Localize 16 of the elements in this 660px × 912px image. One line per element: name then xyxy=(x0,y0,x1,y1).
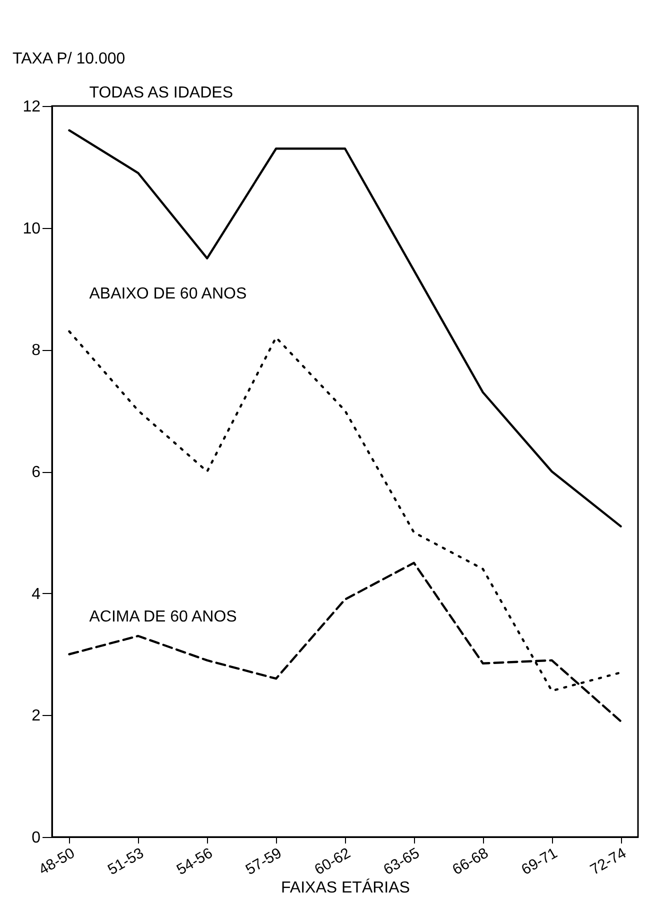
series-label: ACIMA DE 60 ANOS xyxy=(89,608,237,626)
x-tick-label: 69-71 xyxy=(518,844,560,879)
x-tick-label: 57-59 xyxy=(242,844,285,879)
y-tick-label: 10 xyxy=(22,220,41,238)
y-tick-label: 12 xyxy=(22,98,41,116)
y-tick-label: 8 xyxy=(32,342,41,360)
y-tick-label: 4 xyxy=(32,586,41,603)
x-tick-label: 48-50 xyxy=(36,844,78,879)
y-axis-title: TAXA P/ 10.000 xyxy=(12,50,126,68)
y-tick-label: 6 xyxy=(32,464,41,481)
y-tick-label: 2 xyxy=(32,708,41,725)
y-tick-label: 0 xyxy=(32,830,41,846)
text: ABAIXO DE 60 ANOS xyxy=(89,285,247,302)
line-series xyxy=(68,129,622,528)
text: TODAS AS IDADES xyxy=(89,84,233,102)
x-axis-title: FAIXAS ETÁRIAS xyxy=(281,878,410,897)
